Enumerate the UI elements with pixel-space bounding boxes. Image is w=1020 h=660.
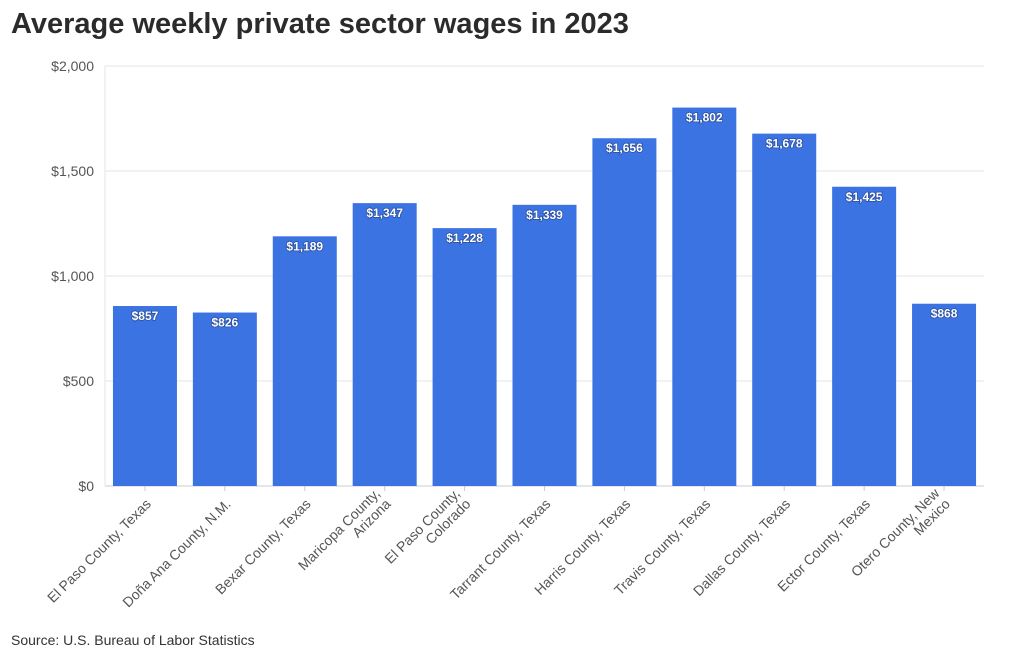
bar [272, 236, 337, 486]
bar-value-label: $1,802 [686, 111, 723, 125]
bar [512, 204, 577, 486]
bar-value-label: $1,678 [766, 137, 803, 151]
bar [832, 186, 897, 486]
source-note: Source: U.S. Bureau of Labor Statistics [11, 632, 255, 648]
bar-value-label: $1,656 [606, 141, 643, 155]
bar-value-label: $857 [132, 309, 159, 323]
bar-value-label: $868 [931, 307, 958, 321]
bar-value-labels: $857 $826 $1,189 $1,347 $1,228 $1,339 $1,656 $1… [131, 110, 959, 330]
bar [192, 312, 257, 486]
chart-title: Average weekly private sector wages in 2… [11, 8, 629, 40]
bar-value-label: $1,228 [446, 231, 483, 245]
y-tick-label: $1,500 [51, 163, 94, 179]
bar [672, 107, 737, 486]
bar-value-label: $1,339 [526, 208, 563, 222]
bar [112, 306, 177, 486]
bar-value-label: $1,425 [846, 190, 883, 204]
bars [112, 107, 977, 487]
bar [432, 228, 497, 486]
y-axis: $0 $500 $1,000 $1,500 $2,000 [51, 58, 94, 494]
bar [912, 303, 977, 486]
y-tick-label: $2,000 [51, 58, 94, 74]
y-tick-label: $0 [78, 478, 94, 494]
y-tick-label: $500 [63, 373, 94, 389]
x-tick-label-group: El Paso County,Colorado [381, 485, 473, 567]
x-tick-label-group: Maricopa County,Arizona [295, 485, 394, 573]
bar-value-label: $1,347 [366, 206, 403, 220]
bar-value-label: $1,189 [286, 239, 323, 253]
bar [352, 203, 417, 486]
bar-value-label: $826 [212, 316, 239, 330]
y-tick-label: $1,000 [51, 268, 94, 284]
bar [592, 138, 657, 487]
bar [752, 133, 817, 486]
